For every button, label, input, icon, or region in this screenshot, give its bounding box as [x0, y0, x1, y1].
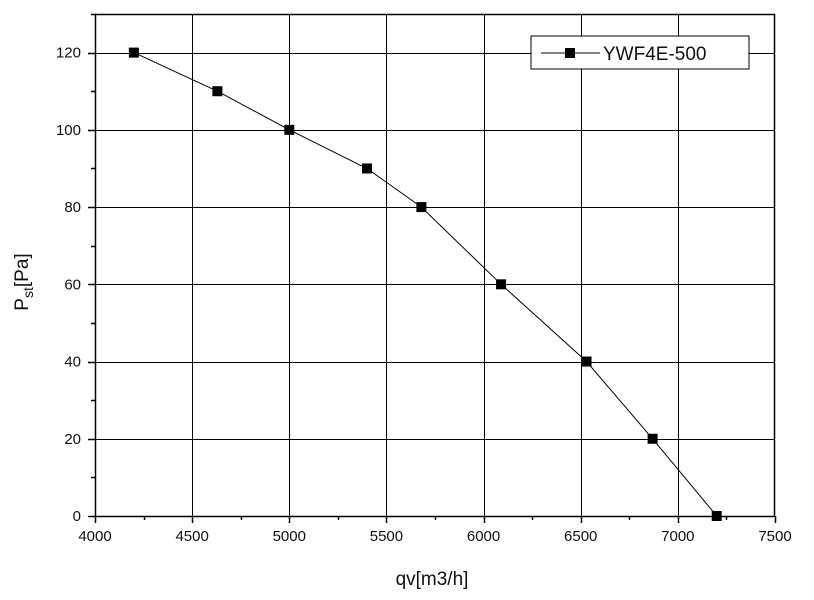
- data-point: [212, 86, 223, 97]
- y-tick-label: 40: [64, 354, 81, 371]
- y-tick-label: 100: [56, 122, 81, 139]
- data-point: [416, 202, 427, 213]
- data-point: [581, 356, 592, 367]
- x-tick-label: 5500: [370, 528, 403, 545]
- y-tick-label: 0: [73, 508, 81, 525]
- x-tick-label: 5000: [273, 528, 306, 545]
- axes: [88, 13, 777, 523]
- x-tick-label: 6000: [467, 528, 500, 545]
- data-point: [711, 511, 722, 521]
- data-point: [496, 279, 507, 290]
- data-point: [647, 433, 658, 444]
- y-axis-title-subscript: st: [20, 287, 36, 298]
- x-tick-label: 4000: [78, 528, 111, 545]
- data-point: [362, 163, 372, 174]
- x-tick-label: 6500: [564, 528, 597, 545]
- grid: [95, 14, 775, 516]
- legend-label: YWF4E-500: [603, 44, 706, 65]
- y-tick-label: 60: [64, 276, 81, 293]
- x-tick-label: 7500: [758, 528, 791, 545]
- tick-labels: 4000 4500 5000 5500 6000 6500 7000 7500 0 20 40 60 8…: [56, 45, 792, 545]
- data-point: [284, 124, 295, 135]
- y-axis-title-main: P: [12, 298, 33, 311]
- legend: YWF4E-500: [530, 35, 750, 70]
- data-point: [128, 47, 139, 58]
- y-tick-label: 80: [64, 199, 81, 216]
- series-group: [128, 47, 722, 521]
- y-tick-label: 20: [64, 431, 81, 448]
- x-tick-label: 4500: [175, 528, 208, 545]
- x-tick-label: 7000: [661, 528, 694, 545]
- x-axis-title: qv[m3/h]: [396, 569, 469, 590]
- y-axis-title-unit: [Pa]: [12, 253, 33, 287]
- legend-marker-square: [565, 48, 575, 58]
- y-axis-title: Pst[Pa]: [12, 253, 36, 310]
- y-tick-label: 120: [56, 45, 81, 62]
